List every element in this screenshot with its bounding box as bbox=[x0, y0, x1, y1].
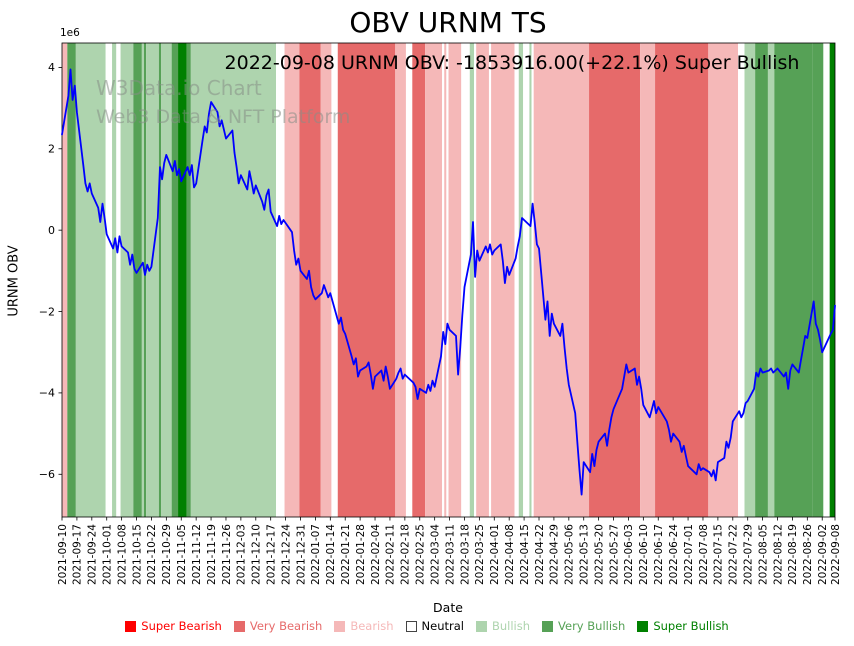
svg-text:2022-08-12: 2022-08-12 bbox=[772, 524, 784, 585]
svg-text:−2: −2 bbox=[39, 305, 55, 318]
svg-text:2022-03-18: 2022-03-18 bbox=[459, 524, 471, 585]
svg-text:2021-09-10: 2021-09-10 bbox=[57, 524, 69, 585]
y-axis-offset-text: 1e6 bbox=[60, 27, 80, 39]
watermark-line1: W3Data.io Chart bbox=[96, 76, 262, 100]
svg-text:2021-12-17: 2021-12-17 bbox=[265, 524, 277, 585]
legend-swatch-icon bbox=[125, 620, 137, 632]
legend-item: Super Bullish bbox=[637, 619, 729, 633]
svg-text:0: 0 bbox=[48, 224, 55, 237]
svg-text:2022-07-22: 2022-07-22 bbox=[728, 524, 740, 585]
legend-label: Bullish bbox=[491, 619, 531, 633]
svg-text:2021-10-22: 2021-10-22 bbox=[146, 524, 158, 585]
svg-text:2021-10-01: 2021-10-01 bbox=[102, 524, 114, 585]
watermark-line2: Web3 Data & NFT Platform bbox=[96, 106, 351, 128]
svg-text:2022-04-29: 2022-04-29 bbox=[549, 524, 561, 585]
legend-item: Super Bearish bbox=[125, 619, 222, 633]
legend-item: Neutral bbox=[405, 619, 464, 633]
svg-text:2022-02-18: 2022-02-18 bbox=[400, 524, 412, 585]
svg-text:2022-04-15: 2022-04-15 bbox=[519, 524, 531, 585]
x-axis-label: Date bbox=[433, 600, 463, 615]
svg-text:2022-05-20: 2022-05-20 bbox=[593, 524, 605, 585]
svg-text:2021-12-03: 2021-12-03 bbox=[236, 524, 248, 585]
svg-text:2021-11-05: 2021-11-05 bbox=[176, 524, 188, 585]
legend-label: Super Bearish bbox=[141, 619, 222, 633]
svg-text:2022-08-05: 2022-08-05 bbox=[757, 524, 769, 585]
legend-label: Neutral bbox=[421, 619, 464, 633]
svg-text:2022-06-03: 2022-06-03 bbox=[623, 524, 635, 585]
legend-item: Very Bullish bbox=[542, 619, 625, 633]
svg-text:2021-12-31: 2021-12-31 bbox=[295, 524, 307, 585]
svg-text:2022-04-22: 2022-04-22 bbox=[534, 524, 546, 585]
legend-item: Bearish bbox=[334, 619, 394, 633]
svg-text:2022-09-02: 2022-09-02 bbox=[817, 524, 829, 585]
svg-text:2022-06-17: 2022-06-17 bbox=[653, 524, 665, 585]
svg-text:4: 4 bbox=[48, 61, 55, 74]
legend-label: Very Bullish bbox=[558, 619, 626, 633]
svg-text:2021-10-15: 2021-10-15 bbox=[131, 524, 143, 585]
svg-text:2: 2 bbox=[48, 143, 55, 156]
svg-text:−6: −6 bbox=[39, 468, 55, 481]
svg-text:2022-06-10: 2022-06-10 bbox=[638, 524, 650, 585]
svg-text:2022-07-01: 2022-07-01 bbox=[683, 524, 695, 585]
svg-text:2022-04-08: 2022-04-08 bbox=[504, 524, 516, 585]
svg-text:2022-08-26: 2022-08-26 bbox=[802, 524, 814, 585]
svg-text:2022-03-25: 2022-03-25 bbox=[474, 524, 486, 585]
legend-item: Very Bearish bbox=[233, 619, 323, 633]
svg-text:2021-09-17: 2021-09-17 bbox=[72, 524, 84, 585]
legend-item: Bullish bbox=[475, 619, 531, 633]
svg-text:2022-03-11: 2022-03-11 bbox=[444, 524, 456, 585]
svg-text:2022-04-01: 2022-04-01 bbox=[489, 524, 501, 585]
svg-text:2022-03-04: 2022-03-04 bbox=[429, 524, 441, 585]
svg-text:2022-02-11: 2022-02-11 bbox=[385, 524, 397, 585]
svg-text:2022-01-28: 2022-01-28 bbox=[355, 524, 367, 585]
legend-label: Very Bearish bbox=[249, 619, 323, 633]
svg-text:2022-05-13: 2022-05-13 bbox=[579, 524, 591, 585]
chart-title: OBV URNM TS bbox=[349, 6, 547, 39]
svg-text:−4: −4 bbox=[39, 387, 55, 400]
svg-text:2022-05-06: 2022-05-06 bbox=[564, 524, 576, 585]
svg-text:2021-10-08: 2021-10-08 bbox=[116, 524, 128, 585]
svg-text:2021-12-24: 2021-12-24 bbox=[280, 524, 292, 585]
legend-swatch-icon bbox=[233, 620, 245, 632]
legend-swatch-icon bbox=[334, 620, 346, 632]
svg-text:2021-12-10: 2021-12-10 bbox=[251, 524, 263, 585]
legend-label: Bearish bbox=[350, 619, 394, 633]
legend: Super Bearish Very Bearish Bearish Neutral B… bbox=[0, 619, 854, 633]
svg-text:2021-11-26: 2021-11-26 bbox=[221, 524, 233, 585]
svg-text:2022-07-15: 2022-07-15 bbox=[713, 524, 725, 585]
svg-text:2022-02-04: 2022-02-04 bbox=[370, 524, 382, 585]
legend-swatch-icon bbox=[405, 620, 417, 632]
legend-swatch-icon bbox=[637, 620, 649, 632]
svg-text:2022-02-25: 2022-02-25 bbox=[415, 524, 427, 585]
chart-annotation: 2022-09-08 URNM OBV: -1853916.00(+22.1%)… bbox=[224, 52, 800, 74]
svg-text:2022-09-08: 2022-09-08 bbox=[830, 524, 842, 585]
svg-text:2021-11-12: 2021-11-12 bbox=[191, 524, 203, 585]
svg-text:2022-01-07: 2022-01-07 bbox=[310, 524, 322, 585]
svg-text:2022-05-27: 2022-05-27 bbox=[608, 524, 620, 585]
y-axis-label: URNM OBV bbox=[6, 245, 22, 317]
svg-text:2021-11-19: 2021-11-19 bbox=[206, 524, 218, 585]
legend-swatch-icon bbox=[542, 620, 554, 632]
svg-text:2022-06-24: 2022-06-24 bbox=[668, 524, 680, 585]
svg-text:2022-07-29: 2022-07-29 bbox=[742, 524, 754, 585]
svg-text:2022-07-08: 2022-07-08 bbox=[698, 524, 710, 585]
svg-text:2022-01-14: 2022-01-14 bbox=[325, 524, 337, 585]
legend-label: Super Bullish bbox=[653, 619, 729, 633]
svg-text:2022-08-19: 2022-08-19 bbox=[787, 524, 799, 585]
svg-text:2021-09-24: 2021-09-24 bbox=[87, 524, 99, 585]
legend-swatch-icon bbox=[475, 620, 487, 632]
svg-text:2021-10-29: 2021-10-29 bbox=[161, 524, 173, 585]
svg-text:2022-01-21: 2022-01-21 bbox=[340, 524, 352, 585]
